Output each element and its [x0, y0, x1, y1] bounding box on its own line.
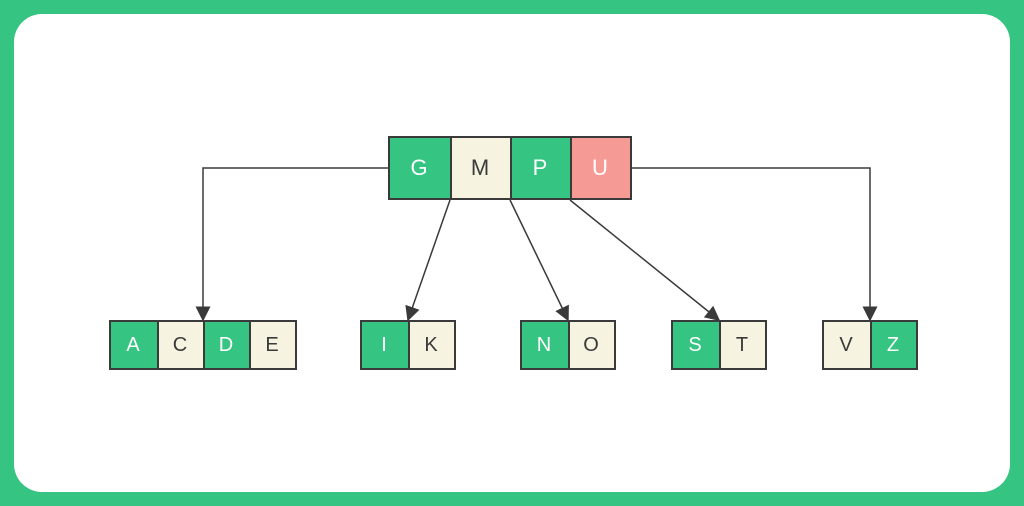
- leaf-node-1-cell: I: [362, 322, 408, 368]
- diagram-canvas: GMPU ACDE IK NO ST VZ: [14, 14, 1010, 492]
- leaf-node-4: VZ: [822, 320, 918, 370]
- edges-layer: [14, 14, 1010, 492]
- edge: [408, 200, 450, 320]
- leaf-node-3-cell: S: [673, 322, 719, 368]
- leaf-node-2-cell: O: [568, 322, 614, 368]
- edge: [632, 168, 870, 320]
- root-node: GMPU: [388, 136, 632, 200]
- root-node-cell: M: [450, 138, 510, 198]
- leaf-node-0-cell: D: [203, 322, 249, 368]
- leaf-node-2: NO: [520, 320, 616, 370]
- leaf-node-3-cell: T: [719, 322, 765, 368]
- leaf-node-2-cell: N: [522, 322, 568, 368]
- leaf-node-1: IK: [360, 320, 456, 370]
- edge: [510, 200, 568, 320]
- leaf-node-4-cell: V: [824, 322, 870, 368]
- leaf-node-4-cell: Z: [870, 322, 916, 368]
- leaf-node-0: ACDE: [109, 320, 297, 370]
- leaf-node-3: ST: [671, 320, 767, 370]
- edge: [203, 168, 388, 320]
- root-node-cell: P: [510, 138, 570, 198]
- leaf-node-0-cell: C: [157, 322, 203, 368]
- leaf-node-0-cell: A: [111, 322, 157, 368]
- leaf-node-1-cell: K: [408, 322, 454, 368]
- edge: [570, 200, 719, 320]
- root-node-cell: U: [570, 138, 630, 198]
- diagram-frame: GMPU ACDE IK NO ST VZ: [0, 0, 1024, 506]
- leaf-node-0-cell: E: [249, 322, 295, 368]
- root-node-cell: G: [390, 138, 450, 198]
